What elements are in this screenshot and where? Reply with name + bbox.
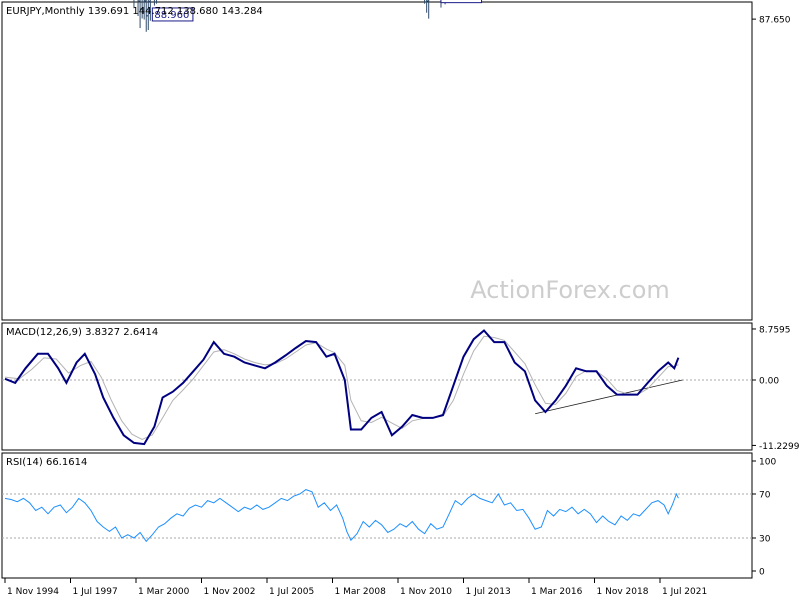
macd-title: MACD(12,26,9) 3.8327 2.6414 xyxy=(6,327,158,338)
macd-panel-frame xyxy=(1,322,753,451)
x-tick-label: 1 Jul 2021 xyxy=(662,587,707,597)
macd-y-tick-label: 0.00 xyxy=(759,377,779,387)
macd-panel: MACD(12,26,9) 3.8327 2.6414 8.7595 0.00 -1… xyxy=(1,322,800,452)
x-axis: 1 Nov 1994 1 Jul 1997 1 Mar 2000 1 Nov 2002… xyxy=(4,578,707,597)
x-tick-label: 1 Jul 2005 xyxy=(269,587,314,597)
macd-line xyxy=(4,329,680,446)
ohlc-bar xyxy=(148,0,151,21)
price-annotation-label: 88.960 xyxy=(154,10,189,21)
price-watermark: ActionForex.com xyxy=(470,276,670,304)
x-tick-label: 1 Nov 1994 xyxy=(7,587,59,597)
x-tick-label: 1 Nov 2010 xyxy=(400,587,452,597)
x-tick-label: 1 Jul 2013 xyxy=(466,587,511,597)
rsi-title: RSI(14) 66.1614 xyxy=(6,457,87,468)
x-tick-label: 1 Mar 2000 xyxy=(138,587,190,597)
price-annotation-box xyxy=(151,7,194,22)
ohlc-bar xyxy=(427,0,430,19)
rsi-y-tick-label: 70 xyxy=(759,491,771,501)
x-tick-label: 1 Jul 1997 xyxy=(73,587,118,597)
x-tick-label: 1 Mar 2008 xyxy=(335,587,387,597)
rsi-y-tick-label: 30 xyxy=(759,535,771,545)
rsi-panel: RSI(14) 66.1614 100 70 30 0 xyxy=(1,452,776,579)
macd-trendline xyxy=(535,379,683,415)
macd-signal-line xyxy=(4,335,679,440)
price-annotation-box xyxy=(440,0,483,4)
ohlc-bar xyxy=(140,0,143,19)
x-tick-label: 1 Mar 2016 xyxy=(531,587,583,597)
price-title: EURJPY,Monthly 139.691 144.712 138.680 1… xyxy=(6,6,263,17)
price-annotation-label: 94.110 xyxy=(443,0,478,3)
x-tick-label: 1 Nov 2018 xyxy=(597,587,649,597)
price-panel-frame xyxy=(1,1,753,321)
rsi-panel-frame xyxy=(1,452,753,579)
macd-y-tick-label: -11.2299 xyxy=(759,442,800,452)
ohlc-bar xyxy=(133,0,135,8)
price-panel: ActionForex.com 149.760143.284 162.42088… xyxy=(1,0,791,321)
rsi-line xyxy=(4,489,679,543)
macd-y-tick-label: 8.7595 xyxy=(759,325,791,335)
price-y-tick-label: 87.650 xyxy=(759,16,791,26)
rsi-y-tick-label: 0 xyxy=(759,568,765,578)
rsi-y-tick-label: 100 xyxy=(759,458,776,468)
x-tick-label: 1 Nov 2002 xyxy=(204,587,256,597)
